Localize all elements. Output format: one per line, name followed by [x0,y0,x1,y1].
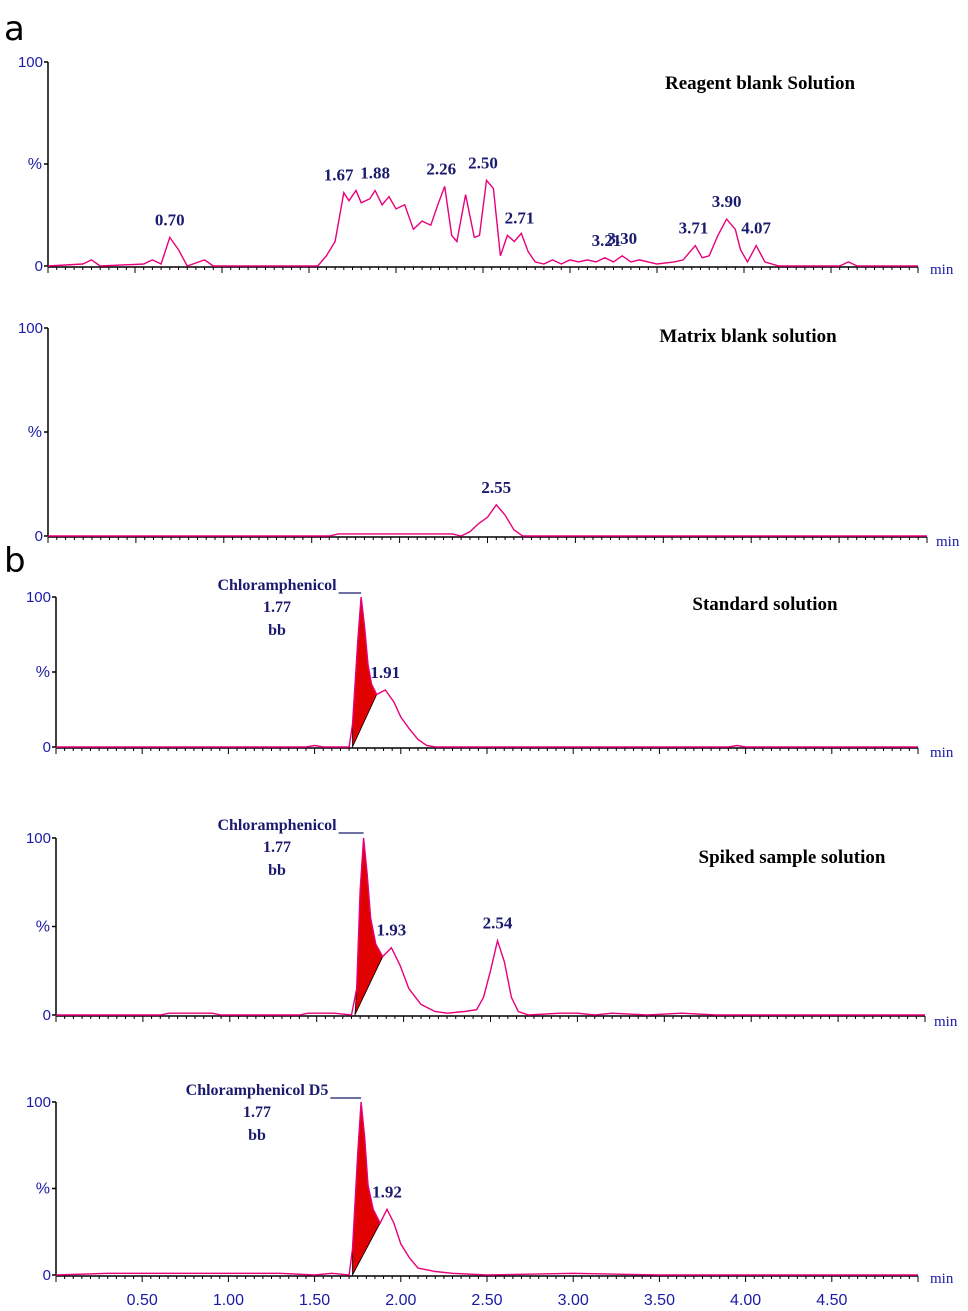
panel-letter-b: b [4,541,26,581]
y-tick-label: 0 [35,528,43,545]
y-tick-label: 100 [26,589,51,606]
y-axis-label: % [28,424,42,441]
compound-rt: 1.77 [263,599,291,616]
x-tick-label: 3.00 [558,1292,589,1309]
chromatogram-trace [47,178,918,267]
chromatogram-trace [56,837,925,1016]
y-tick-label: 0 [35,258,43,275]
chromatogram-plots: 100 0% min Reagent blank Solution 0.70 1.67 1.… [18,54,960,1309]
compound-name: Chloramphenicol D5 [186,1082,329,1099]
chromatogram-trace [56,596,918,748]
peak-label: 2.26 [426,159,456,178]
x-tick-label: 1.50 [299,1292,330,1309]
peak-label: 1.91 [370,663,400,682]
x-axis-unit: min [930,1271,954,1287]
x-axis-unit: min [930,262,954,278]
y-axis-label: % [28,156,42,173]
x-tick-label: 3.50 [644,1292,675,1309]
y-tick-label: 100 [26,830,51,847]
peak-label: 3.21 [592,231,622,250]
peak-label: 3.71 [679,219,709,238]
y-tick-label: 100 [18,320,43,337]
x-tick-label: 4.50 [816,1292,847,1309]
chart-title: Reagent blank Solution [665,73,855,94]
y-tick-label: 0 [43,739,51,756]
peak-label: 1.93 [377,921,407,940]
peak-label: 3.90 [712,192,742,211]
x-tick-label: 2.50 [471,1292,502,1309]
peak-label: 1.67 [324,166,354,185]
x-axis-unit: min [930,745,954,761]
y-axis-label: % [36,664,50,681]
peak-label: 2.54 [483,914,513,933]
y-tick-label: 100 [18,54,43,71]
compound-rt: 1.77 [263,839,291,856]
compound-name: Chloramphenicol [217,577,337,594]
y-tick-label: 100 [26,1094,51,1111]
chromatogram-panel-5: 100 0% min 0.50 1.00 1.50 2.00 2.50 3.00 3.50 4.00… [26,1082,954,1309]
peak-label: 2.71 [505,208,535,227]
x-tick-label: 0.50 [127,1292,158,1309]
peak-label: 0.70 [155,210,185,229]
chromatogram-trace [55,1101,918,1276]
compound-rt: 1.77 [243,1104,271,1121]
chromatogram-panel-1: 100 0% min Reagent blank Solution 0.70 1.67 1.… [18,54,954,278]
peak-label: 3.30 [607,229,637,248]
y-tick-label: 0 [43,1007,51,1024]
peak-label: 4.07 [741,219,771,238]
y-axis-label: % [36,1181,50,1198]
chromatogram-panel-4: 100 0% min Spiked sample solution Chloramphe… [26,817,958,1030]
chart-title: Standard solution [692,594,838,615]
x-tick-label: 1.00 [213,1292,244,1309]
y-tick-label: 0 [43,1267,51,1284]
peak-label: 2.50 [468,153,498,172]
peak-label: 2.55 [481,478,511,497]
chromatogram-trace [48,503,927,537]
peak-label: 1.92 [372,1182,402,1201]
chart-title: Matrix blank solution [659,326,837,347]
peak-label: 1.88 [360,164,390,183]
x-tick-label: 2.00 [385,1292,416,1309]
chromatogram-panel-2: 100 0% min Matrix blank solution 2.55 [18,320,960,550]
compound-code: bb [268,622,286,639]
panel-letter-a: a [4,9,25,49]
x-axis-unit: min [934,1014,958,1030]
x-axis-unit: min [936,534,960,550]
y-axis-label: % [36,919,50,936]
chart-title: Spiked sample solution [699,847,886,868]
compound-code: bb [268,862,286,879]
x-tick-label: 4.00 [730,1292,761,1309]
chromatogram-panel-3: 100 0% min Standard solution Chloramphenicol… [26,577,954,761]
compound-name: Chloramphenicol [217,817,337,834]
compound-code: bb [248,1127,266,1144]
